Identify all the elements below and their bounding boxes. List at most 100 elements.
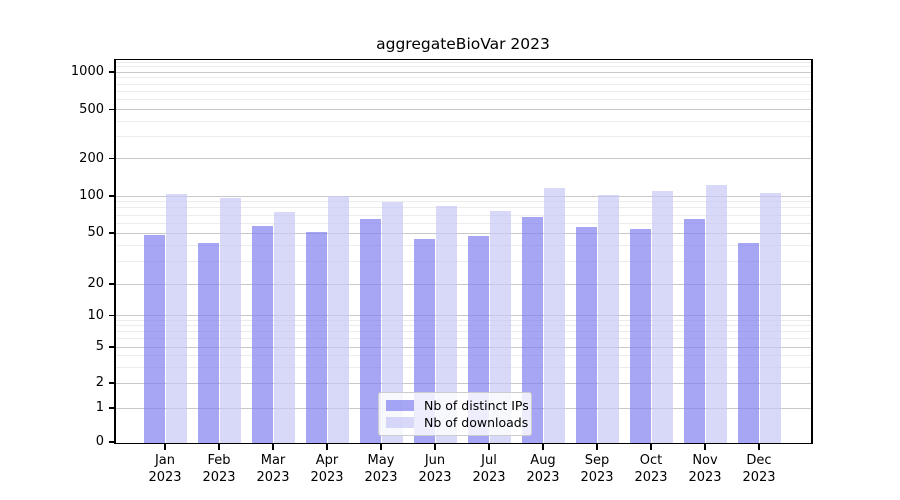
gridline-minor — [116, 99, 811, 101]
gridline-major — [116, 315, 811, 316]
gridline-minor — [116, 355, 811, 357]
y-tick-label: 100 — [79, 188, 104, 203]
gridline-minor — [116, 136, 811, 138]
bar-aug-distinct-ips — [521, 217, 543, 444]
gridline-major — [116, 346, 811, 348]
legend-item-distinct-ips: Nb of distinct IPs — [386, 398, 529, 413]
x-tick-label: Oct 2023 — [624, 452, 678, 486]
y-tick-mark — [109, 71, 115, 73]
bar-sep-downloads — [597, 194, 619, 444]
y-tick-mark — [109, 195, 115, 197]
chart-title: aggregateBioVar 2023 — [376, 35, 550, 53]
y-tick-mark — [109, 232, 115, 234]
bar-apr-downloads — [327, 196, 349, 444]
gridline-minor — [116, 77, 811, 79]
y-tick-label: 10 — [87, 307, 104, 323]
y-tick-label: 0 — [95, 434, 104, 449]
legend: Nb of distinct IPs Nb of downloads — [378, 392, 532, 436]
x-tick-label: Sep 2023 — [570, 452, 624, 486]
x-tick-mark — [380, 444, 382, 450]
y-tick-mark — [109, 283, 115, 285]
y-tick-mark — [109, 382, 115, 384]
axis-spine-top — [114, 58, 813, 60]
bar-jan-distinct-ips — [143, 235, 165, 444]
gridline-minor — [116, 83, 811, 85]
bar-feb-downloads — [219, 197, 241, 444]
y-tick-label: 500 — [79, 101, 104, 117]
y-tick-label: 1 — [95, 400, 104, 415]
x-tick-label: Dec 2023 — [732, 452, 786, 486]
y-tick-label: 20 — [87, 276, 104, 291]
x-tick-year: 2023 — [418, 470, 452, 485]
legend-swatch-downloads — [386, 417, 414, 429]
gridline-minor — [116, 338, 811, 340]
bar-may-downloads — [381, 201, 403, 444]
legend-item-downloads: Nb of downloads — [386, 415, 528, 430]
bar-jul-distinct-ips — [467, 236, 489, 444]
bar-apr-distinct-ips — [305, 231, 327, 444]
bar-jun-downloads — [435, 205, 457, 444]
gridline-major — [116, 71, 811, 73]
bar-mar-distinct-ips — [251, 226, 273, 444]
bar-jul-downloads — [489, 210, 511, 444]
y-tick-mark — [109, 157, 115, 160]
x-tick-label: Mar 2023 — [246, 452, 300, 486]
y-tick-label: 50 — [87, 225, 104, 240]
gridline-minor — [116, 61, 811, 63]
x-tick-year: 2023 — [256, 470, 290, 485]
y-tick-mark — [109, 314, 115, 317]
x-tick-year: 2023 — [148, 470, 182, 485]
bar-dec-downloads — [759, 193, 781, 444]
gridline-minor — [116, 331, 811, 333]
x-tick-mark — [596, 444, 598, 450]
x-tick-year: 2023 — [742, 470, 776, 485]
x-tick-mark — [326, 444, 328, 450]
axis-spine-left — [114, 58, 116, 444]
gridline-minor — [116, 366, 811, 368]
bar-nov-distinct-ips — [683, 218, 705, 444]
bar-sep-distinct-ips — [575, 226, 597, 444]
gridline-major — [116, 283, 811, 285]
x-tick-year: 2023 — [634, 470, 668, 485]
x-tick-mark — [758, 444, 760, 450]
x-tick-mark — [488, 444, 490, 450]
x-tick-mark — [434, 444, 436, 450]
bar-jan-downloads — [165, 194, 187, 444]
x-tick-year: 2023 — [580, 470, 614, 485]
y-tick-label: 1000 — [70, 64, 104, 79]
x-tick-year: 2023 — [202, 470, 236, 485]
x-tick-label: Apr 2023 — [300, 452, 354, 486]
bar-oct-distinct-ips — [629, 228, 651, 444]
y-tick-mark — [109, 108, 115, 111]
gridline-major — [116, 382, 811, 384]
gridline-minor — [116, 120, 811, 122]
y-tick-mark — [109, 441, 115, 443]
y-tick-label: 2 — [95, 375, 104, 390]
bar-aug-downloads — [543, 187, 565, 444]
x-tick-mark — [542, 444, 544, 450]
gridline-minor — [116, 319, 811, 321]
x-tick-year: 2023 — [688, 470, 722, 485]
legend-swatch-distinct-ips — [386, 399, 414, 411]
x-tick-mark — [164, 444, 166, 450]
x-tick-year: 2023 — [310, 470, 344, 485]
x-tick-label: Jul 2023 — [462, 452, 516, 486]
axis-spine-bottom — [114, 442, 813, 444]
gridline-minor — [116, 207, 811, 209]
x-tick-year: 2023 — [472, 470, 506, 485]
x-tick-mark — [650, 444, 652, 450]
gridline-minor — [116, 260, 811, 262]
bar-feb-distinct-ips — [197, 242, 219, 444]
y-tick-label: 200 — [79, 150, 104, 166]
bar-oct-downloads — [651, 190, 673, 444]
x-tick-mark — [704, 444, 706, 450]
gridline-major — [116, 232, 811, 234]
gridline-minor — [116, 214, 811, 216]
x-tick-year: 2023 — [364, 470, 398, 485]
legend-label-distinct-ips: Nb of distinct IPs — [424, 397, 529, 413]
gridline-minor — [116, 90, 811, 92]
bar-nov-downloads — [705, 185, 727, 444]
y-tick-label: 5 — [95, 339, 104, 354]
x-tick-label: Aug 2023 — [516, 452, 570, 486]
